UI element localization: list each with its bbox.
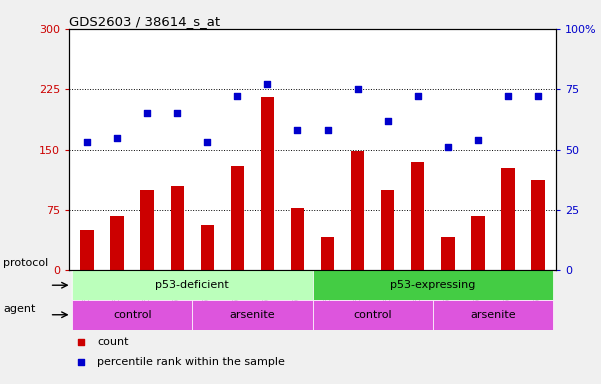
Bar	[72, 300, 192, 329]
Text: percentile rank within the sample: percentile rank within the sample	[97, 357, 285, 367]
Bar	[531, 180, 545, 270]
Text: protocol: protocol	[3, 258, 48, 268]
Bar	[493, 270, 523, 300]
Point	[418, 250, 428, 257]
Point	[203, 139, 212, 146]
Bar	[313, 270, 553, 300]
Bar	[72, 270, 102, 300]
Text: control: control	[353, 310, 392, 320]
Bar	[433, 270, 463, 300]
Bar	[72, 270, 313, 300]
Point	[473, 137, 483, 143]
Bar	[351, 151, 364, 270]
Bar	[171, 186, 184, 270]
Point	[112, 134, 122, 141]
Bar	[343, 270, 373, 300]
Bar	[192, 300, 313, 329]
Text: arsenite: arsenite	[230, 310, 275, 320]
Bar	[403, 270, 433, 300]
Text: count: count	[97, 336, 129, 346]
Bar	[411, 162, 424, 270]
Point	[293, 127, 302, 133]
Text: p53-expressing: p53-expressing	[390, 280, 475, 290]
Text: agent: agent	[3, 304, 35, 314]
Point	[82, 139, 92, 146]
Bar	[441, 237, 454, 270]
Bar	[111, 216, 124, 270]
Bar	[162, 270, 192, 300]
Point	[443, 144, 453, 150]
Bar	[501, 168, 514, 270]
Point	[383, 118, 392, 124]
Point	[142, 110, 152, 116]
Bar	[261, 97, 274, 270]
Bar	[463, 270, 493, 300]
Point	[353, 86, 362, 92]
Bar	[141, 190, 154, 270]
Point	[413, 93, 423, 99]
Bar	[471, 216, 484, 270]
Bar	[81, 230, 94, 270]
Bar	[321, 237, 334, 270]
Point	[233, 93, 242, 99]
Point	[263, 81, 272, 88]
Bar	[282, 270, 313, 300]
Text: GDS2603 / 38614_s_at: GDS2603 / 38614_s_at	[69, 15, 220, 28]
Text: p53-deficient: p53-deficient	[156, 280, 229, 290]
Bar	[132, 270, 162, 300]
Bar	[201, 225, 214, 270]
Point	[418, 67, 428, 73]
Bar	[231, 166, 244, 270]
Bar	[291, 208, 304, 270]
Point	[503, 93, 513, 99]
Bar	[222, 270, 252, 300]
Text: control: control	[113, 310, 151, 320]
Text: arsenite: arsenite	[470, 310, 516, 320]
Bar	[381, 190, 394, 270]
Bar	[313, 300, 433, 329]
Point	[323, 127, 332, 133]
Bar	[523, 270, 553, 300]
Bar	[373, 270, 403, 300]
Bar	[102, 270, 132, 300]
Point	[172, 110, 182, 116]
Point	[533, 93, 543, 99]
Bar	[252, 270, 282, 300]
Bar	[313, 270, 343, 300]
Bar	[192, 270, 222, 300]
Bar	[433, 300, 553, 329]
